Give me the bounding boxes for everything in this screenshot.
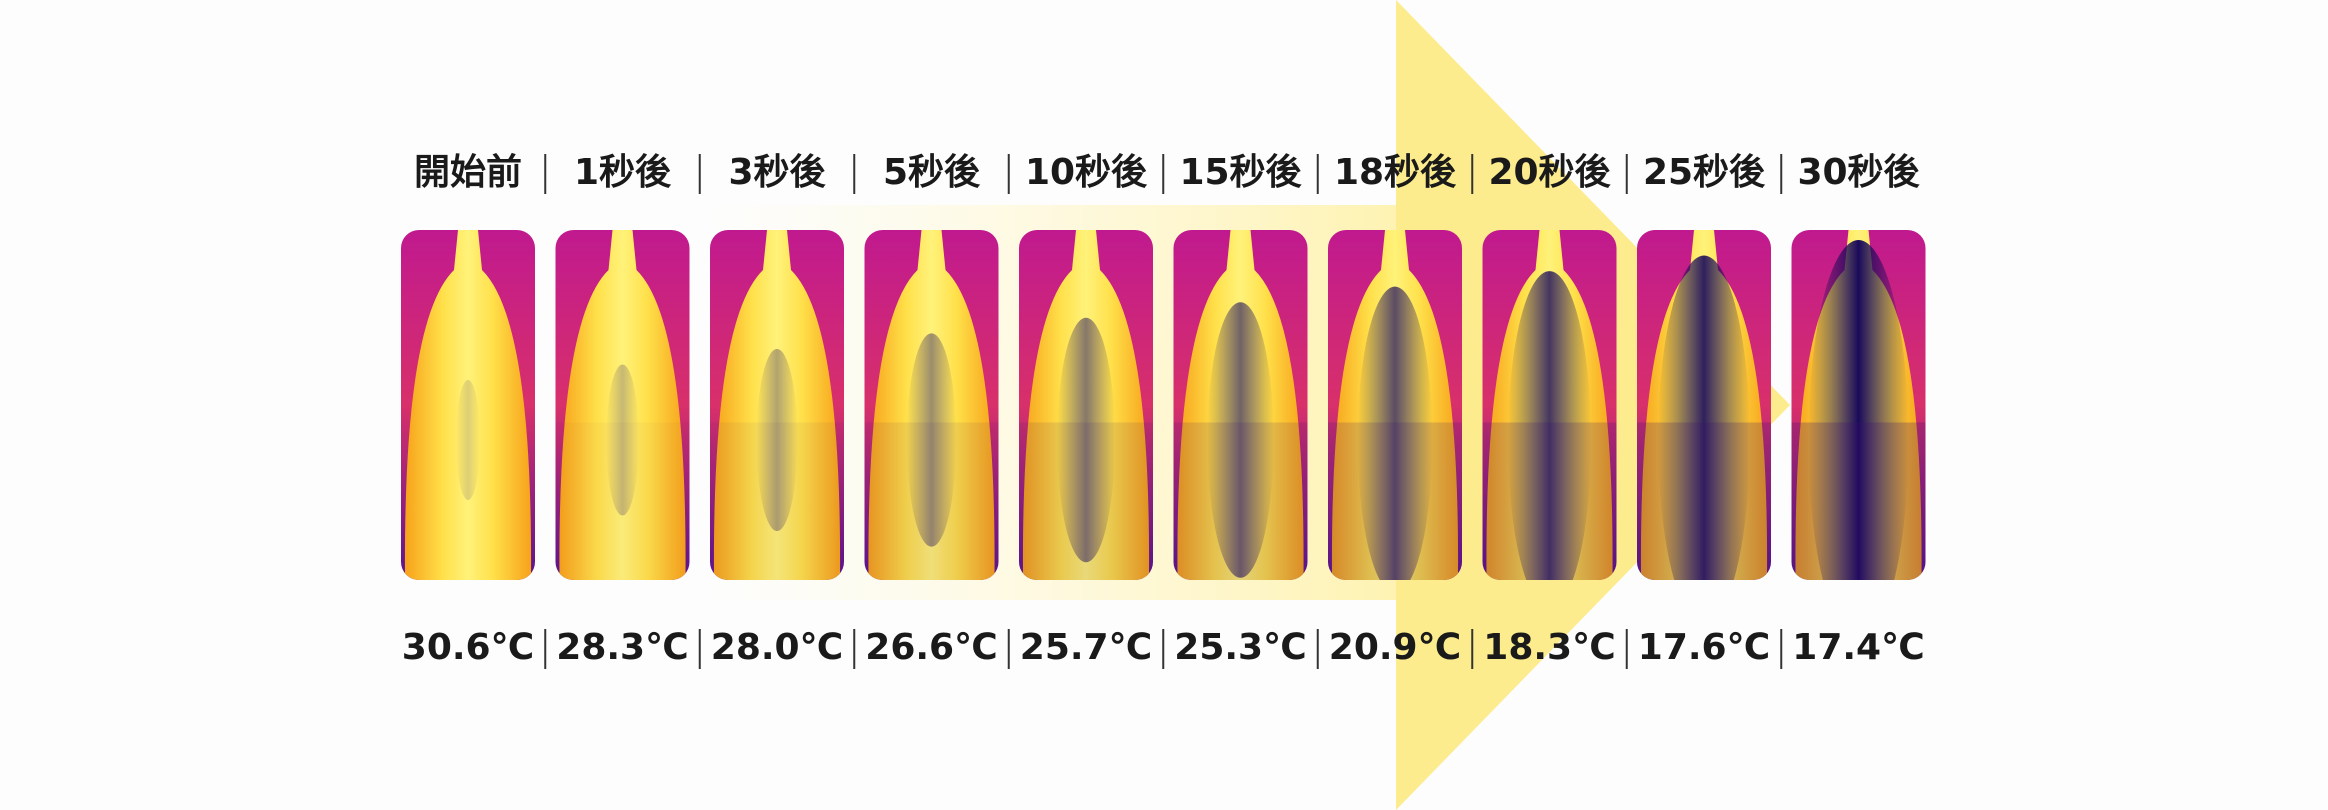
frame-label: 1秒後 — [574, 152, 672, 193]
thermal-image — [864, 230, 999, 580]
cold-area — [456, 380, 480, 500]
frame-label: 25秒後 — [1643, 152, 1766, 193]
thermal-image — [1637, 230, 1771, 580]
thermal-image — [555, 230, 690, 581]
frame-temperature: 25.3℃ — [1174, 627, 1306, 668]
cold-area — [1658, 255, 1750, 580]
thermal-image — [1328, 230, 1462, 580]
frame-temperature: 28.0℃ — [711, 627, 843, 668]
cold-area — [1057, 317, 1115, 563]
frame-temperature: 26.6℃ — [865, 627, 997, 668]
thermal-image — [1482, 230, 1617, 580]
cold-lower — [710, 422, 844, 580]
cold-area — [1507, 271, 1592, 580]
cold-lower — [1482, 422, 1617, 580]
thermal-image — [401, 230, 535, 580]
frames: 開始前 30.6℃ 1秒後 28.3℃ 3秒後 28.0℃ 5秒後 26.6℃ 10秒後 25.7… — [401, 152, 1926, 669]
cold-lower — [1019, 422, 1153, 580]
cold-lower — [1173, 422, 1308, 580]
cold-lower — [1328, 422, 1462, 580]
cold-area — [1207, 302, 1274, 578]
cold-area — [756, 348, 798, 532]
frame-label: 開始前 — [414, 152, 522, 193]
cold-area — [606, 364, 639, 516]
thermal-image — [1019, 230, 1153, 580]
cold-area — [1357, 286, 1433, 580]
thermal-image — [1791, 230, 1926, 580]
frame-temperature: 25.7℃ — [1020, 627, 1152, 668]
cold-lower — [864, 422, 999, 580]
frame-temperature: 18.3℃ — [1483, 627, 1615, 668]
frame-label: 20秒後 — [1488, 152, 1611, 193]
frame-label: 3秒後 — [728, 152, 826, 193]
cold-area — [906, 333, 957, 547]
frame-temperature: 17.6℃ — [1638, 627, 1770, 668]
cold-lower — [556, 423, 690, 581]
frame-label: 5秒後 — [883, 152, 981, 193]
frame-label: 10秒後 — [1025, 152, 1148, 193]
cold-lower — [1791, 422, 1926, 580]
cold-lower — [1637, 422, 1771, 580]
cold-area — [1808, 240, 1909, 580]
frame-label: 18秒後 — [1334, 152, 1457, 193]
frame-temperature: 28.3℃ — [556, 627, 688, 668]
frame-temperature: 17.4℃ — [1792, 627, 1924, 668]
thermal-image — [710, 230, 844, 580]
frame-label: 15秒後 — [1179, 152, 1302, 193]
frame-label: 30秒後 — [1797, 152, 1920, 193]
frame-temperature: 20.9℃ — [1329, 627, 1461, 668]
thermal-image — [1173, 230, 1308, 580]
frame-temperature: 30.6℃ — [402, 627, 534, 668]
